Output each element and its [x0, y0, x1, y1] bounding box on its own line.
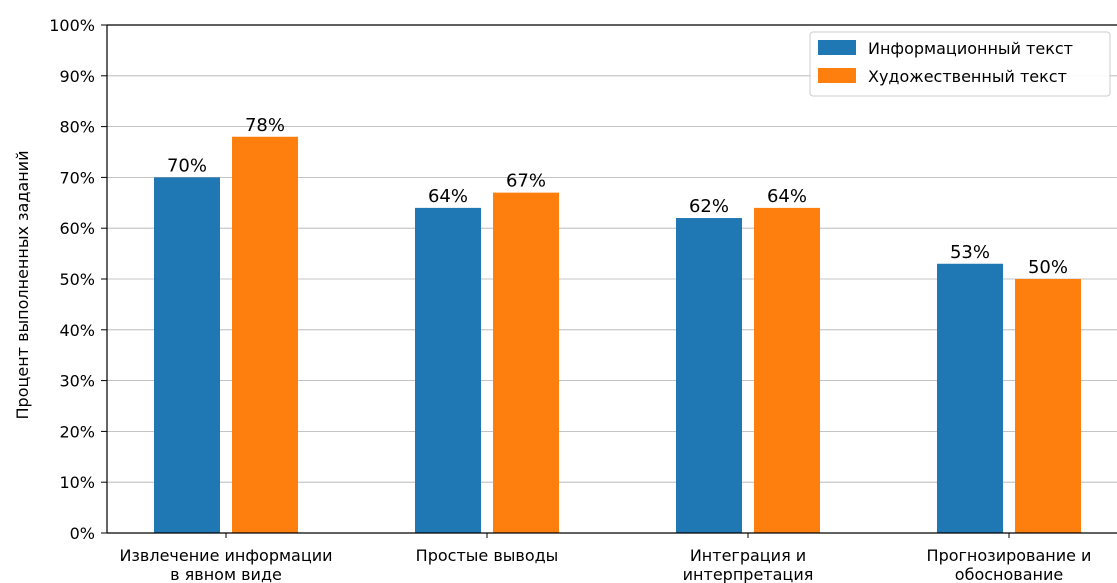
x-tick-label: интерпретация [683, 565, 814, 583]
y-tick-label: 80% [59, 118, 95, 137]
bar-informational-2 [676, 218, 742, 534]
x-tick-label: в явном виде [170, 565, 282, 583]
data-labels: 70% 64% 62% 53% 78% 67% 64% 50% [167, 115, 1068, 278]
y-tick-label: 10% [59, 473, 95, 492]
y-axis-title: Процент выполненных заданий [13, 151, 32, 420]
y-tick-label: 100% [49, 16, 95, 35]
axes: 0% 10% 20% 30% 40% 50% 60% 70% 80% 90% 100% Извлече… [49, 16, 1117, 583]
bar-value-label: 64% [767, 186, 807, 207]
bar-value-label: 64% [428, 186, 468, 207]
bar-informational-0 [154, 177, 220, 533]
y-tick-label: 0% [70, 524, 95, 543]
y-tick-label: 40% [59, 321, 95, 340]
legend-frame [809, 31, 1111, 97]
bar-value-label: 78% [245, 115, 285, 136]
bar-informational-3 [937, 263, 1003, 533]
bar-literary-1 [493, 192, 559, 533]
legend-swatch [818, 68, 856, 83]
bar-informational-1 [415, 207, 481, 533]
x-tick-label: Интеграция и [690, 546, 806, 565]
y-tick-label: 20% [59, 422, 95, 441]
bar-value-label: 62% [689, 196, 729, 217]
legend: Информационный текст Художественный текст [809, 31, 1111, 97]
bar-value-label: 50% [1028, 257, 1068, 278]
y-tick-label: 30% [59, 372, 95, 391]
bar-value-label: 53% [950, 242, 990, 263]
legend-swatch [818, 40, 856, 55]
bar-literary-2 [754, 207, 820, 533]
x-tick-label: Извлечение информации [119, 546, 332, 565]
y-tick-label: 60% [59, 219, 95, 238]
y-tick-label: 50% [59, 270, 95, 289]
x-tick-label: Прогнозирование и [927, 546, 1092, 565]
bar-value-label: 67% [506, 171, 546, 192]
bar-literary-3 [1015, 279, 1081, 533]
legend-label: Художественный текст [868, 67, 1067, 86]
bar-literary-0 [232, 136, 298, 533]
x-tick-label: обоснование [955, 565, 1063, 583]
bars [154, 136, 1081, 534]
y-tick-label: 70% [59, 168, 95, 187]
x-tick-label: Простые выводы [416, 546, 559, 565]
legend-label: Информационный текст [868, 39, 1073, 58]
bar-value-label: 70% [167, 155, 207, 176]
y-tick-label: 90% [59, 67, 95, 86]
